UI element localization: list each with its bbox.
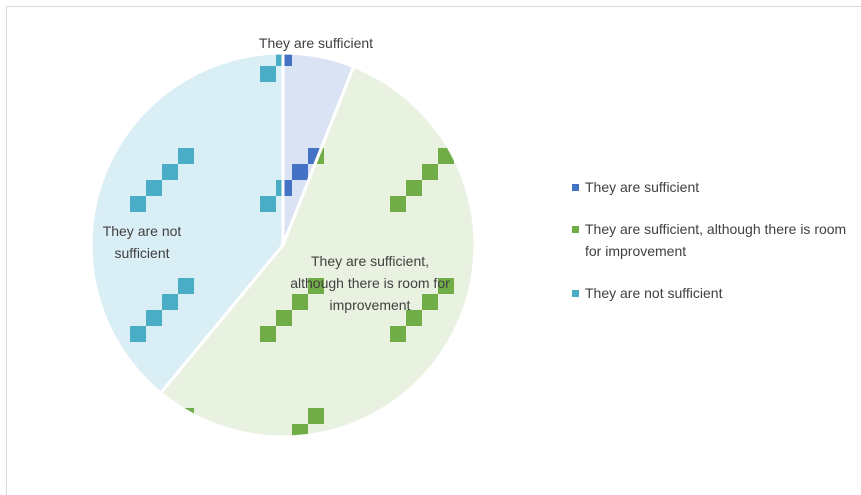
- legend-swatch: [572, 184, 579, 191]
- slice-label: They are not sufficient: [102, 223, 182, 261]
- legend-item: They are sufficient, although there is r…: [572, 218, 861, 262]
- legend-label: They are sufficient, although there is r…: [585, 221, 847, 259]
- pie-slice: [158, 64, 477, 439]
- legend-swatch: [572, 290, 579, 297]
- legend: They are sufficient They are sufficient, …: [572, 176, 861, 324]
- legend-label: They are sufficient: [585, 179, 700, 195]
- legend-item: They are not sufficient: [572, 282, 861, 304]
- legend-swatch: [572, 226, 579, 233]
- slice-label: They are sufficient, although there is r…: [290, 253, 450, 313]
- pie-slice: [89, 51, 285, 396]
- legend-item: They are sufficient: [572, 176, 861, 198]
- slice-label: They are sufficient: [258, 35, 374, 51]
- chart-border: [6, 6, 861, 495]
- legend-label: They are not sufficient: [585, 285, 723, 301]
